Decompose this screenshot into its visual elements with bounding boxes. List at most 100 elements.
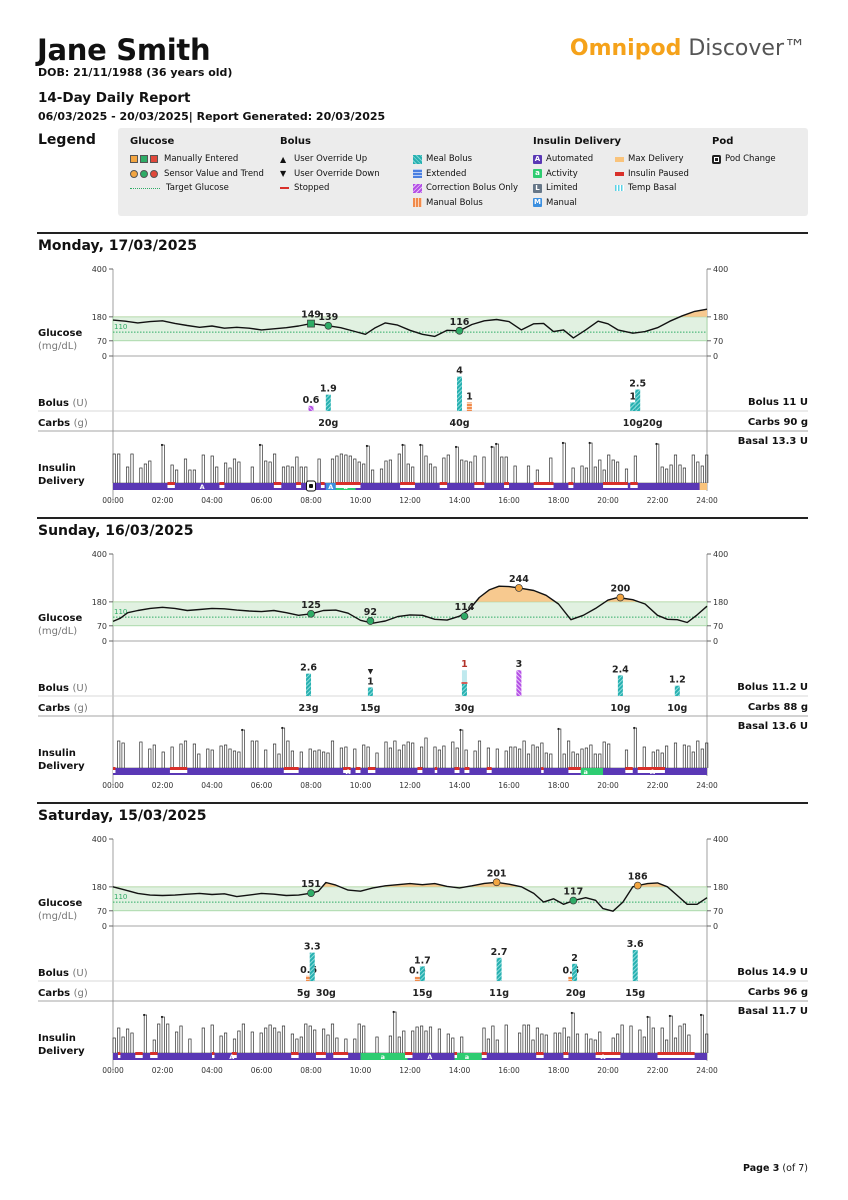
paused-gap [595,1055,621,1058]
brand-logo: Omnipod Discover™ [570,36,806,61]
bolus-value-label: 3.3 [304,942,321,953]
insulin-paused-mark [417,767,423,770]
carbs-row-label: Carbs (g) [38,987,88,1000]
paused-gap [291,1055,299,1058]
insulin-paused-mark [454,1052,458,1055]
insulin-paused-mark [296,482,302,485]
glucose-value-label: 114 [455,602,475,613]
bolus-bar [496,957,502,981]
delivery-mode-activity [360,1053,408,1060]
tick-label-left: 400 [92,835,107,844]
paused-gap [405,1055,413,1058]
day-divider [37,232,808,234]
time-axis-label: 02:00 [152,781,174,790]
legend-glucose: Glucose Manually Entered Sensor Value an… [130,136,264,196]
paused-gap [333,1055,349,1058]
day-title: Saturday, 15/03/2025 [38,808,207,824]
carbs-total: Carbs 90 g [747,417,808,428]
paused-gap [563,1055,569,1058]
paused-gap [417,770,423,773]
insulin-paused-mark [315,1052,326,1055]
legend-pod-head: Pod [712,136,734,147]
legend-sensor-value: Sensor Value and Trend [130,167,264,182]
bolus-value-label: 1 [629,391,636,402]
paused-gap [167,485,175,488]
tick-label-left: 0 [102,922,107,931]
legend-manual-bolus: Manual Bolus [413,196,518,211]
time-axis-label: 14:00 [449,1066,471,1075]
paused-gap [474,485,485,488]
time-axis-label: 04:00 [201,1066,223,1075]
target-range-band [112,601,708,627]
bolus-value-label: 1.7 [414,955,431,966]
legend-meal-bolus: Meal Bolus [413,152,518,167]
time-axis-label: 12:00 [399,781,421,790]
paused-gap [113,770,116,773]
page-number: Page 3 [743,1163,780,1174]
carbs-unit: (g) [73,988,88,999]
bolus-value-label: 0.6 [300,965,317,976]
bolus-total: Bolus 11.2 U [737,682,808,693]
time-axis-label: 10:00 [350,496,372,505]
bolus-value-label: 0.5 [409,966,426,977]
delivery-mode-letter: a [381,1053,385,1061]
insulin-paused-mark [405,1052,413,1055]
time-axis-label: 12:00 [399,496,421,505]
bolus-bar [306,975,312,981]
insulin-paused-mark [481,1052,487,1055]
delivery-mode-activity [580,768,604,775]
legend-insulin-head: Insulin Delivery [533,136,622,147]
insulin-label: Insulin [38,1033,76,1044]
delivery-mode-letter: A [650,768,655,776]
glucose-trace [112,585,708,624]
carbs-value-label: 20g [566,988,586,999]
basal-spikes [117,727,709,768]
glucose-manual-marker [307,319,315,328]
day-title: Sunday, 16/03/2025 [38,523,194,539]
paused-gap [296,485,302,488]
tick-label-left: 180 [92,883,107,892]
glucose-sensor-marker [324,321,333,330]
time-axis-label: 02:00 [152,1066,174,1075]
insulin-paused-mark [637,767,665,770]
tick-label-left: 0 [102,352,107,361]
legend-override-up: ▲ User Override Up [280,152,380,167]
glucose-value-label: 92 [364,607,377,618]
legend-text: Target Glucose [166,183,229,194]
insulin-paused-mark [568,767,581,770]
bolus-bar [630,402,636,411]
insulin-paused-mark [333,1052,349,1055]
paused-gap [117,1055,121,1058]
paused-gap [657,1055,695,1058]
legend-override-down: ▼ User Override Down [280,167,380,182]
paused-gap [343,770,351,773]
bolus-bar [516,670,522,696]
time-axis-label: 00:00 [102,496,124,505]
time-axis-label: 18:00 [548,781,570,790]
basal-total: Basal 13.3 U [737,436,808,447]
delivery-label: Delivery [38,1046,85,1057]
insulin-label: Insulin [38,748,76,759]
insulin-paused-mark [474,482,485,485]
insulin-paused-mark [291,1052,299,1055]
glucose-label: Glucose [38,613,83,624]
carbs-value-label: 20g [318,418,338,429]
insulin-paused-mark [174,767,188,770]
carbs-value-label: 23g [299,703,319,714]
paused-gap [568,485,574,488]
insulin-paused-mark [400,482,415,485]
delivery-mode-automated [113,768,707,775]
paused-gap [283,770,299,773]
paused-gap [367,770,376,773]
bolus-row-label: Bolus (U) [38,682,88,695]
paused-gap [504,485,509,488]
bolus-unit: (U) [72,398,88,409]
legend-pod-change: Pod Change [712,152,776,167]
insulin-paused-mark [113,767,116,770]
paused-gap [464,770,470,773]
glucose-row-label: Glucose (mg/dL) [38,612,82,638]
carbs-value-label: 10g [667,703,687,714]
